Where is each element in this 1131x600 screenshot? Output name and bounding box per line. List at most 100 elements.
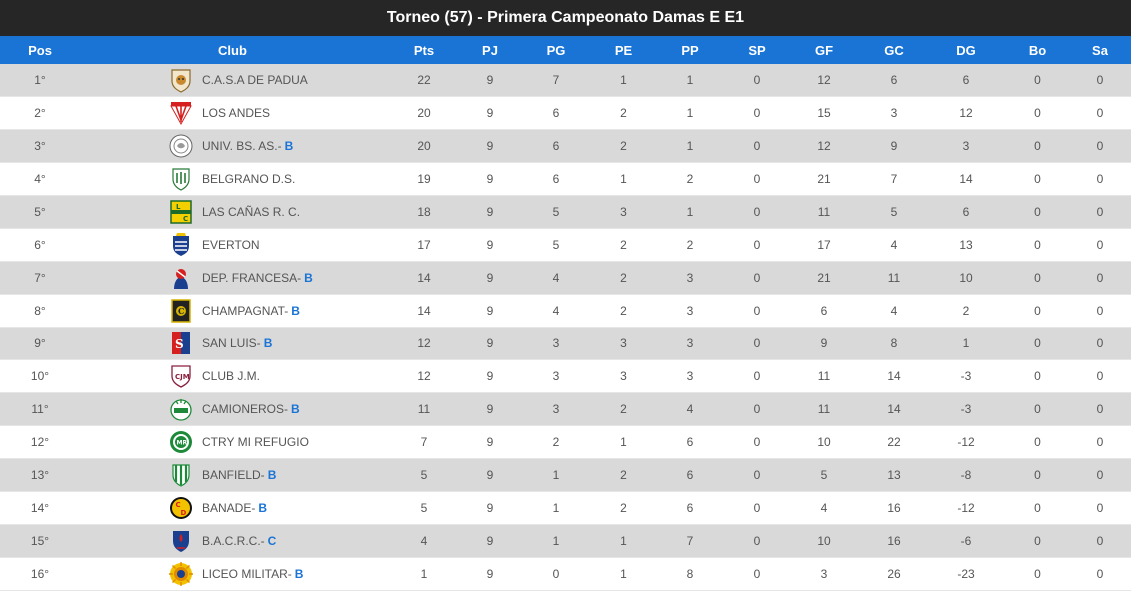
bo-cell: 0 xyxy=(1034,73,1041,88)
table-row[interactable]: 12° MR CTRY MI REFUGIO 7 9 2 1 6 0 10 22 -12 0 0 xyxy=(0,425,1131,459)
table-row[interactable]: 5° L C LAS CAÑAS R. C. 18 9 5 3 1 0 11 5 6 0 0 xyxy=(0,195,1131,229)
sp-cell: 0 xyxy=(753,204,761,219)
sp-cell: 0 xyxy=(753,402,761,417)
pj-cell: 9 xyxy=(486,500,494,515)
sa-cell: 0 xyxy=(1096,303,1104,318)
club-link[interactable]: C CHAMPAGNAT- B xyxy=(80,298,385,324)
pe-cell: 2 xyxy=(620,303,627,318)
table-row[interactable]: 16° LICEO MILITAR- B 1 9 0 1 8 0 3 26 -23 0 0 xyxy=(0,557,1131,590)
everton-crest-icon xyxy=(168,232,194,258)
table-row[interactable]: 7° DEP. FRANCESA- B 14 9 4 2 3 0 21 11 10 0 0 xyxy=(0,261,1131,295)
dg-cell: -8 xyxy=(960,467,972,482)
table-row[interactable]: 10° CJM CLUB J.M. 12 9 3 3 3 0 11 14 -3 0 0 xyxy=(0,359,1131,393)
bo-cell: 0 xyxy=(1034,402,1041,417)
club-link[interactable]: DEP. FRANCESA- B xyxy=(80,265,385,291)
pg-cell: 1 xyxy=(552,467,560,482)
club-division: C xyxy=(267,533,277,548)
dg-cell: 2 xyxy=(962,303,970,318)
table-row[interactable]: 13° BANFIELD- B 5 9 1 2 6 0 5 13 -8 0 0 xyxy=(0,458,1131,492)
dg-cell: 12 xyxy=(959,106,973,121)
sa-cell: 0 xyxy=(1096,172,1104,187)
position-cell: 8° xyxy=(34,303,46,318)
col-header-pts[interactable]: Pts xyxy=(413,42,435,58)
club-link[interactable]: B.A.C.R.C.- C xyxy=(80,528,385,554)
club-link[interactable]: CAMIONEROS- B xyxy=(80,396,385,422)
col-header-gf[interactable]: GF xyxy=(814,42,834,58)
club-link[interactable]: C.A.S.A DE PADUA xyxy=(80,67,385,93)
club-name: UNIV. BS. AS.- xyxy=(202,139,282,154)
club-link[interactable]: S SAN LUIS- B xyxy=(80,330,385,356)
pe-cell: 2 xyxy=(620,106,627,121)
col-header-pos[interactable]: Pos xyxy=(28,42,52,58)
position-cell: 1° xyxy=(34,73,46,88)
club-link[interactable]: BANFIELD- B xyxy=(80,462,385,488)
col-header-bo[interactable]: Bo xyxy=(1028,42,1047,58)
col-header-pj[interactable]: PJ xyxy=(482,42,498,58)
table-row[interactable]: 3° UNIV. BS. AS.- B 20 9 6 2 1 0 12 9 3 0 0 xyxy=(0,129,1131,163)
pe-cell: 2 xyxy=(620,402,627,417)
table-row[interactable]: 1° C.A.S.A DE PADUA 22 9 7 1 1 0 12 6 6 0 0 xyxy=(0,64,1131,97)
col-header-club[interactable]: Club xyxy=(218,42,247,58)
club-cell: C D BANADE- B xyxy=(80,491,385,524)
pp-cell: 1 xyxy=(686,204,694,219)
svg-text:S: S xyxy=(175,337,184,351)
col-header-pe[interactable]: PE xyxy=(614,42,633,58)
gf-cell: 12 xyxy=(817,139,831,154)
col-header-gc[interactable]: GC xyxy=(884,42,904,58)
sp-cell: 0 xyxy=(753,566,761,581)
club-link[interactable]: C D BANADE- B xyxy=(80,495,385,521)
pj-cell: 9 xyxy=(486,139,494,154)
club-link[interactable]: LICEO MILITAR- B xyxy=(80,561,385,587)
pe-cell: 3 xyxy=(620,204,627,219)
club-link[interactable]: EVERTON xyxy=(80,232,385,258)
col-header-sp[interactable]: SP xyxy=(748,42,766,58)
col-header-pp[interactable]: PP xyxy=(681,42,699,58)
club-link[interactable]: UNIV. BS. AS.- B xyxy=(80,133,385,159)
pj-cell: 9 xyxy=(486,172,494,187)
club-division: B xyxy=(258,500,268,515)
bacrc-crest-icon xyxy=(168,528,194,554)
gf-cell: 9 xyxy=(820,336,828,351)
pe-cell: 2 xyxy=(620,467,627,482)
pts-cell: 11 xyxy=(417,402,431,417)
col-header-pg[interactable]: PG xyxy=(546,42,566,58)
table-row[interactable]: 14° C D BANADE- B 5 9 1 2 6 0 4 16 -12 0 0 xyxy=(0,491,1131,525)
sa-cell: 0 xyxy=(1096,566,1104,581)
pg-cell: 5 xyxy=(552,204,560,219)
table-row[interactable]: 6° EVERTON 17 9 5 2 2 0 17 4 13 0 0 xyxy=(0,228,1131,262)
club-cell: C CHAMPAGNAT- B xyxy=(80,294,385,327)
club-link[interactable]: LOS ANDES xyxy=(80,100,385,126)
club-jm-crest-icon: CJM xyxy=(168,363,194,389)
sp-cell: 0 xyxy=(753,533,761,548)
pg-cell: 3 xyxy=(552,369,560,384)
gc-cell: 14 xyxy=(887,402,901,417)
pg-cell: 1 xyxy=(552,500,560,515)
pg-cell: 6 xyxy=(552,106,560,121)
position-cell: 12° xyxy=(30,435,50,450)
gf-cell: 10 xyxy=(817,435,831,450)
table-row[interactable]: 2° LOS ANDES 20 9 6 2 1 0 15 3 12 0 0 xyxy=(0,96,1131,130)
club-link[interactable]: L C LAS CAÑAS R. C. xyxy=(80,199,385,225)
table-row[interactable]: 4° BELGRANO D.S. 19 9 6 1 2 0 21 7 14 0 0 xyxy=(0,162,1131,196)
svg-text:C: C xyxy=(178,306,184,316)
sp-cell: 0 xyxy=(753,139,761,154)
table-row[interactable]: 9° S SAN LUIS- B 12 9 3 3 3 0 9 8 1 0 0 xyxy=(0,327,1131,360)
table-row[interactable]: 8° C CHAMPAGNAT- B 14 9 4 2 3 0 6 4 2 0 0 xyxy=(0,294,1131,327)
col-header-sa[interactable]: Sa xyxy=(1092,42,1108,58)
pg-cell: 2 xyxy=(552,435,560,450)
club-link[interactable]: CJM CLUB J.M. xyxy=(80,363,385,389)
position-cell: 13° xyxy=(30,467,50,482)
pg-cell: 3 xyxy=(552,336,560,351)
gf-cell: 5 xyxy=(820,467,828,482)
pe-cell: 1 xyxy=(620,533,627,548)
col-header-dg[interactable]: DG xyxy=(956,42,976,58)
pts-cell: 17 xyxy=(417,237,431,252)
table-row[interactable]: 15° B.A.C.R.C.- C 4 9 1 1 7 0 10 16 -6 0 0 xyxy=(0,524,1131,558)
pj-cell: 9 xyxy=(486,270,494,285)
table-row[interactable]: 11° CAMIONEROS- B 11 9 3 2 4 0 11 14 -3 0 0 xyxy=(0,392,1131,426)
gc-cell: 16 xyxy=(887,500,901,515)
club-link[interactable]: MR CTRY MI REFUGIO xyxy=(80,429,385,455)
club-link[interactable]: BELGRANO D.S. xyxy=(80,166,385,192)
gc-cell: 16 xyxy=(887,533,901,548)
